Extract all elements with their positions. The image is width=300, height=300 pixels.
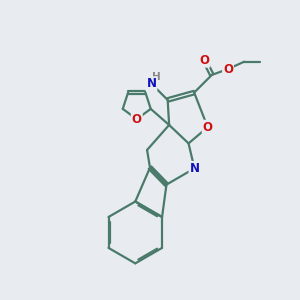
Text: O: O xyxy=(223,62,233,76)
Text: O: O xyxy=(203,121,213,134)
Text: O: O xyxy=(132,112,142,126)
Text: H: H xyxy=(152,72,161,82)
Text: N: N xyxy=(146,77,157,90)
Text: N: N xyxy=(189,162,200,175)
Text: O: O xyxy=(200,54,209,67)
